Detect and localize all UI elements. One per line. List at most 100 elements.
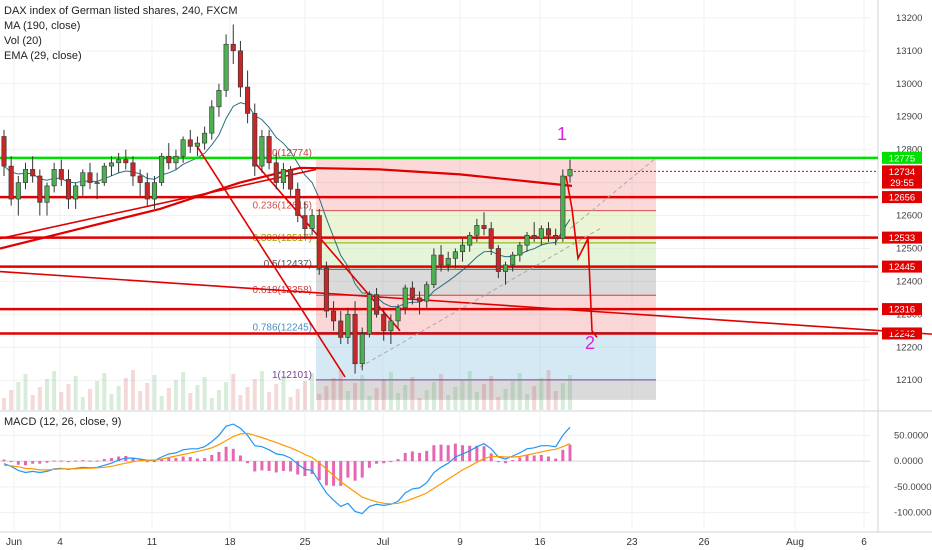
volume-bar xyxy=(181,372,186,410)
volume-bar xyxy=(338,370,343,410)
volume-bar xyxy=(123,378,128,410)
candle-body xyxy=(309,215,315,230)
level-price-tag xyxy=(882,151,922,164)
candle-body xyxy=(531,234,537,239)
volume-bar xyxy=(302,381,307,410)
macd-histogram-bar xyxy=(375,461,379,464)
candle-body xyxy=(366,294,372,335)
volume-bar xyxy=(374,388,379,410)
macd-histogram-bar xyxy=(324,461,328,486)
macd-histogram-bar xyxy=(2,459,6,462)
volume-bar xyxy=(353,383,358,410)
candle-body xyxy=(108,162,114,167)
candle-body xyxy=(137,175,143,183)
volume-bar xyxy=(288,397,293,410)
volume-bar xyxy=(52,371,57,410)
level-price-label: 12656 xyxy=(889,193,915,204)
y-tick-label: 13000 xyxy=(896,79,922,90)
candle-body xyxy=(345,314,351,338)
macd-histogram-bar xyxy=(525,454,529,462)
macd-histogram-bar xyxy=(152,461,156,463)
legend-ema[interactable]: EMA (29, close) xyxy=(4,50,82,62)
candle-body xyxy=(187,139,193,147)
candle-body xyxy=(352,314,358,365)
volume-bar xyxy=(360,375,365,410)
level-price-tag xyxy=(882,303,922,316)
level-price-tag xyxy=(882,260,922,273)
y-tick-label: 13200 xyxy=(896,13,922,24)
macd-histogram-bar xyxy=(109,458,113,462)
volume-bar xyxy=(209,398,214,410)
candle-body xyxy=(116,159,122,164)
y-tick-label: 12100 xyxy=(896,375,922,386)
macd-histogram-bar xyxy=(238,455,242,462)
macd-histogram-bar xyxy=(52,460,56,462)
macd-histogram-bar xyxy=(496,461,500,463)
candle-body xyxy=(502,264,509,272)
ma-190-line xyxy=(0,166,573,250)
main-panel-bg xyxy=(0,0,870,410)
macd-histogram-bar xyxy=(9,461,13,463)
volume-bar xyxy=(109,394,114,410)
candle-body xyxy=(151,182,157,200)
candle-body xyxy=(209,106,215,134)
fib-level-label: 1(12101) xyxy=(272,370,312,381)
volume-bar xyxy=(102,373,107,410)
macd-legend[interactable]: MACD (12, 26, close, 9) xyxy=(4,416,122,428)
volume-bar xyxy=(460,379,465,410)
macd-histogram-bar xyxy=(16,461,20,465)
volume-bar xyxy=(245,387,250,410)
volume-bar xyxy=(9,390,14,410)
candle-body xyxy=(538,228,544,239)
x-tick-label: Jun xyxy=(6,537,22,548)
volume-bar xyxy=(431,382,436,410)
macd-histogram-bar xyxy=(74,460,78,462)
level-price-tag xyxy=(882,327,922,340)
macd-histogram-bar xyxy=(174,458,178,462)
macd-histogram-bar xyxy=(389,461,393,463)
candle-body xyxy=(280,169,286,183)
volume-bar xyxy=(517,373,522,410)
candle-body xyxy=(65,178,72,200)
candle-body xyxy=(259,136,265,167)
candle-body xyxy=(359,333,365,365)
macd-histogram-bar xyxy=(532,455,536,462)
candle-body xyxy=(452,251,458,259)
volume-bar xyxy=(324,386,329,410)
chart-title[interactable]: DAX index of German listed shares, 240, … xyxy=(4,5,238,17)
volume-bar xyxy=(166,388,171,410)
legend-ma[interactable]: MA (190, close) xyxy=(4,20,81,32)
candle-body xyxy=(381,314,387,332)
fib-zone xyxy=(316,295,656,333)
candle-body xyxy=(273,162,279,183)
macd-histogram-bar xyxy=(332,461,336,486)
volume-bar xyxy=(2,398,6,410)
volume-bar xyxy=(317,394,322,410)
candle-body xyxy=(460,244,466,253)
ema-line xyxy=(3,102,571,308)
candle-body xyxy=(266,136,272,164)
macd-histogram-bar xyxy=(274,461,278,473)
macd-histogram-bar xyxy=(547,456,551,462)
y-tick-label: 12800 xyxy=(896,145,922,156)
trend-line xyxy=(0,168,317,240)
price-tag-label: 12734 xyxy=(889,167,915,178)
legend-vol[interactable]: Vol (20) xyxy=(4,35,42,47)
macd-histogram-bar xyxy=(167,457,171,462)
macd-histogram-bar xyxy=(23,461,27,466)
volume-bar xyxy=(331,378,336,410)
y-tick-label: 12500 xyxy=(896,243,922,254)
macd-histogram-bar xyxy=(81,460,85,462)
candle-body xyxy=(223,43,229,91)
macd-histogram-bar xyxy=(539,454,543,462)
candle-body xyxy=(567,169,573,177)
candle-body xyxy=(545,228,552,236)
fib-level-label: 0.786(12245) xyxy=(253,322,313,333)
volume-bar xyxy=(173,380,178,410)
macd-histogram-bar xyxy=(296,461,300,475)
candle-body xyxy=(302,215,308,230)
candle-body xyxy=(173,155,179,164)
macd-histogram-bar xyxy=(260,461,264,471)
